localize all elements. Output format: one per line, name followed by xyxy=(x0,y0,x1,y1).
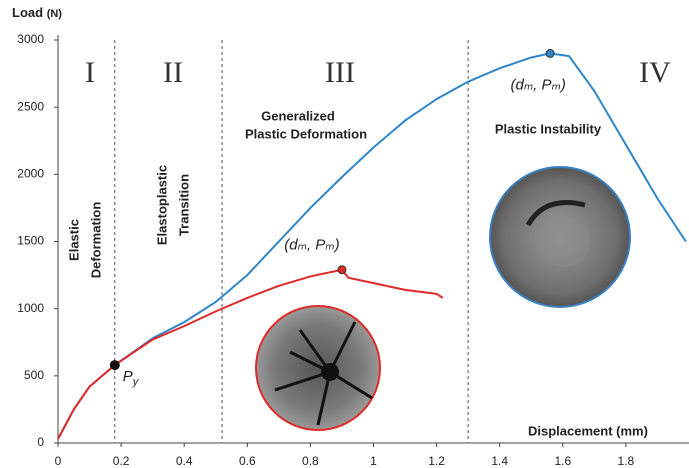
y-tick-label: 1500 xyxy=(17,234,44,248)
region-text: Elastoplastic xyxy=(154,165,169,245)
yield-label-main: P xyxy=(123,368,133,385)
region-text: Transition xyxy=(176,174,191,236)
peak-label: (dₘ, Pₘ) xyxy=(510,76,565,93)
peak-point xyxy=(546,49,554,57)
region-numeral: IV xyxy=(639,56,671,89)
yield-point xyxy=(110,360,120,370)
y-tick-label: 2000 xyxy=(17,167,44,181)
x-tick-label: 1.2 xyxy=(428,454,445,468)
fracture-image-1 xyxy=(256,306,380,430)
y-tick-label: 1000 xyxy=(17,301,44,315)
x-tick-label: 0.4 xyxy=(176,454,193,468)
x-tick-label: 0.8 xyxy=(302,454,319,468)
y-axis-label-text: Load xyxy=(12,5,43,20)
region-text: Generalized xyxy=(261,108,335,123)
yield-label: Py xyxy=(123,368,140,388)
y-tick-label: 2500 xyxy=(17,99,44,113)
x-tick-label: 1.6 xyxy=(554,454,571,468)
peak-label: (dₘ, Pₘ) xyxy=(284,237,339,254)
fracture-image-2 xyxy=(490,167,630,307)
y-axis-unit: (N) xyxy=(47,8,63,20)
region-text: Plastic Instability xyxy=(495,121,602,136)
y-tick-label: 500 xyxy=(24,368,44,382)
y-tick-label: 0 xyxy=(37,435,44,449)
chart: Load (N) Displacement (mm) 0 500 1000 1500 2… xyxy=(0,0,689,468)
x-tick-label: 0 xyxy=(55,454,62,468)
x-tick-label: 0.2 xyxy=(113,454,130,468)
region-text: Elastic xyxy=(66,219,81,261)
region-numeral: III xyxy=(325,56,355,89)
region-numeral: I xyxy=(85,56,95,89)
region-numeral: II xyxy=(163,56,183,89)
x-tick-label: 1.8 xyxy=(618,454,635,468)
yield-label-sub: y xyxy=(132,376,140,388)
y-tick-label: 3000 xyxy=(17,32,44,46)
x-tick-label: 1.4 xyxy=(491,454,508,468)
y-axis-label: Load (N) xyxy=(12,5,62,20)
data-line xyxy=(58,270,443,439)
peak-point xyxy=(338,266,346,274)
region-text: Plastic Deformation xyxy=(245,126,367,141)
region-text: Deformation xyxy=(88,202,103,279)
x-axis-label: Displacement (mm) xyxy=(528,423,648,438)
x-tick-label: 0.6 xyxy=(239,454,256,468)
x-tick-label: 1 xyxy=(370,454,377,468)
